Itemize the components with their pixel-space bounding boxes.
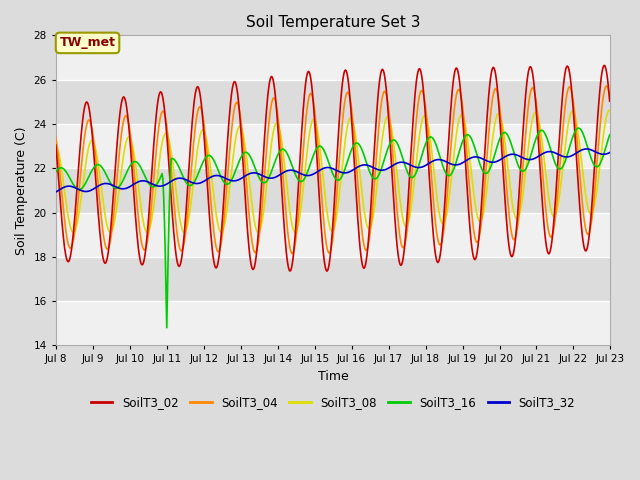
- Bar: [56, 80, 611, 124]
- Bar: [56, 36, 611, 80]
- Legend: SoilT3_02, SoilT3_04, SoilT3_08, SoilT3_16, SoilT3_32: SoilT3_02, SoilT3_04, SoilT3_08, SoilT3_…: [86, 392, 580, 414]
- Y-axis label: Soil Temperature (C): Soil Temperature (C): [15, 126, 28, 254]
- Bar: [56, 124, 611, 168]
- Bar: [56, 301, 611, 346]
- Bar: [56, 168, 611, 213]
- Title: Soil Temperature Set 3: Soil Temperature Set 3: [246, 15, 420, 30]
- Text: TW_met: TW_met: [60, 36, 116, 49]
- X-axis label: Time: Time: [318, 370, 349, 383]
- Bar: [56, 213, 611, 257]
- Bar: [56, 257, 611, 301]
